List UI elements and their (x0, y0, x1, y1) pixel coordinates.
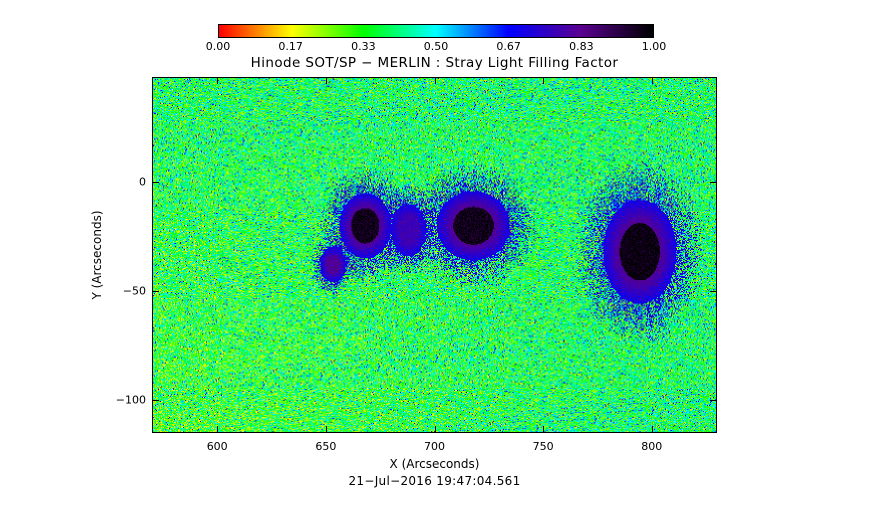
axis-tick (152, 181, 159, 183)
axis-tick (325, 77, 327, 84)
colorbar-tick-label: 0.33 (351, 40, 376, 53)
axis-tick (543, 77, 545, 84)
colorbar-tick-label: 1.00 (641, 40, 667, 53)
axis-tick (217, 426, 219, 433)
colorbar-tick-label: 0.67 (496, 40, 521, 53)
axis-tick (710, 181, 717, 183)
observation-timestamp: 21−Jul−2016 19:47:04.561 (348, 474, 521, 488)
axis-tick (651, 426, 653, 433)
colorbar-gradient (219, 25, 653, 37)
axis-tick (434, 426, 436, 433)
x-tick-label: 750 (532, 440, 554, 453)
colorbar-tick-label: 0.50 (423, 40, 449, 53)
x-tick-label: 800 (641, 440, 663, 453)
y-tick-label: −100 (115, 393, 146, 407)
axis-tick (152, 291, 159, 293)
colorbar-tick-label: 0.00 (205, 40, 231, 53)
axis-tick (152, 400, 159, 402)
y-tick-label: 0 (139, 175, 146, 189)
axis-tick (325, 426, 327, 433)
colorbar-tick-label: 0.83 (569, 40, 594, 53)
axis-tick (217, 77, 219, 84)
y-axis-label: Y (Arcseconds) (90, 210, 104, 300)
x-tick-label: 650 (315, 440, 337, 453)
plot-area (152, 77, 717, 433)
stray-light-heatmap (153, 78, 716, 432)
y-tick-label: −50 (122, 284, 146, 298)
x-tick-label: 600 (206, 440, 228, 453)
axis-tick (434, 77, 436, 84)
axis-tick (710, 400, 717, 402)
axis-tick (651, 77, 653, 84)
x-axis-label: X (Arcseconds) (389, 457, 480, 471)
chart-title: Hinode SOT/SP − MERLIN : Stray Light Fil… (250, 55, 619, 71)
colorbar-tick-label: 0.17 (278, 40, 303, 53)
colorbar (218, 24, 654, 38)
axis-tick (543, 426, 545, 433)
x-tick-label: 700 (424, 440, 445, 453)
axis-tick (710, 291, 717, 293)
